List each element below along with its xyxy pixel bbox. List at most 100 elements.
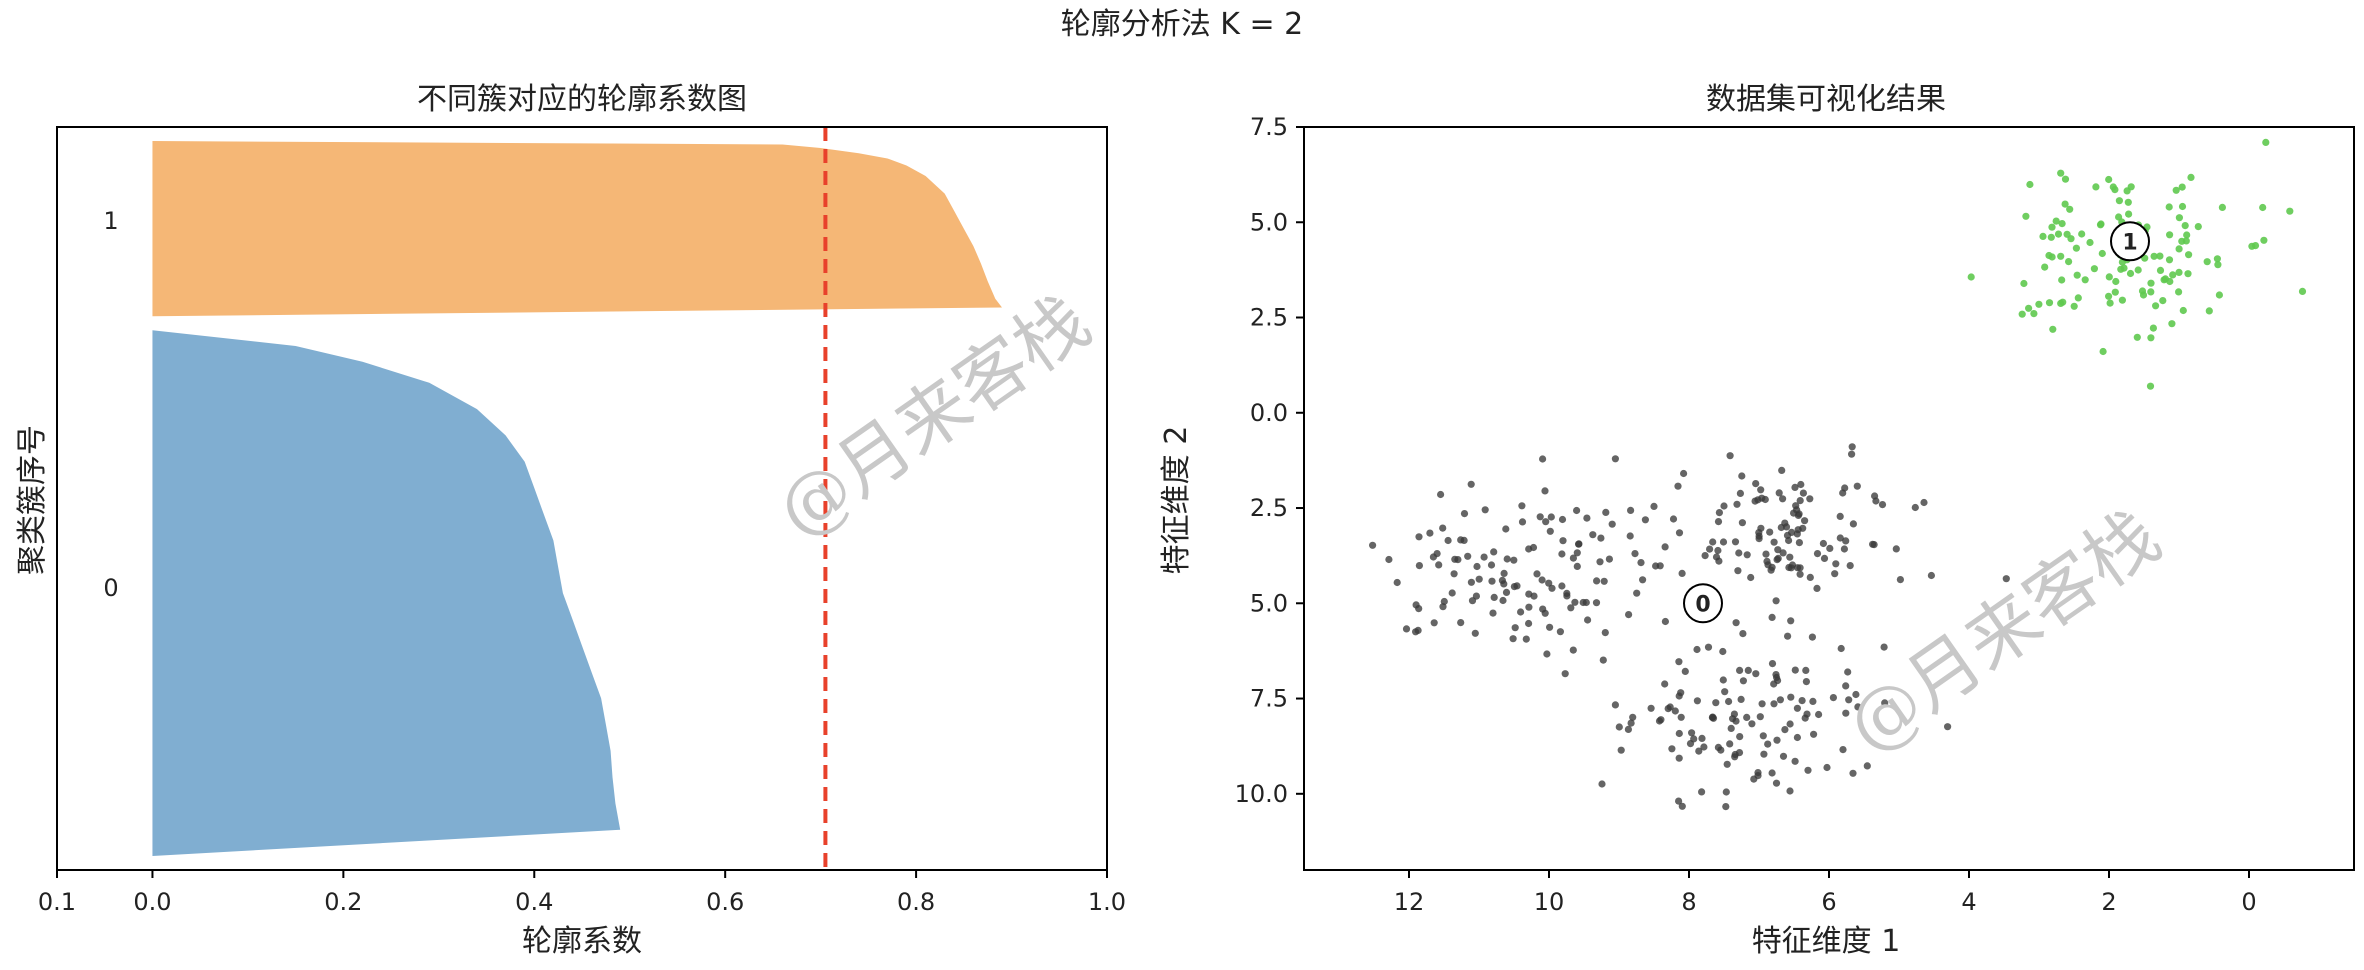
- scatter-point-cluster-1: [2047, 233, 2055, 241]
- scatter-point-cluster-0: [1813, 584, 1821, 593]
- scatter-point-cluster-0: [1695, 747, 1703, 755]
- scatter-point-cluster-0: [1739, 630, 1747, 638]
- scatter-point-cluster-0: [1503, 555, 1511, 563]
- scatter-point-cluster-1: [2045, 251, 2053, 260]
- silhouette-title: 不同簇对应的轮廓系数图: [417, 82, 747, 117]
- watermark-right: @月来客栈: [1832, 494, 2175, 769]
- scatter-point-cluster-0: [1513, 582, 1521, 590]
- scatter-point-cluster-1: [2213, 255, 2221, 263]
- scatter-point-cluster-0: [1747, 573, 1755, 582]
- scatter-point-cluster-1: [2039, 232, 2047, 240]
- scatter-point-cluster-0: [1809, 697, 1817, 706]
- scatter-point-cluster-1: [2105, 292, 2113, 300]
- scatter-point-cluster-0: [1772, 779, 1781, 787]
- scatter-point-cluster-1: [2048, 223, 2056, 231]
- scatter-point-cluster-0: [1791, 757, 1799, 765]
- scatter-point-cluster-1: [2178, 237, 2186, 245]
- scatter-point-cluster-0: [1920, 498, 1928, 507]
- scatter-point-cluster-1: [2147, 334, 2155, 342]
- silhouette-x-tick-label: 0.4: [515, 888, 553, 916]
- scatter-point-cluster-1: [2065, 258, 2073, 266]
- scatter-point-cluster-0: [1760, 750, 1768, 758]
- scatter-point-cluster-0: [1786, 787, 1794, 795]
- scatter-point-cluster-0: [1681, 667, 1689, 676]
- scatter-point-cluster-0: [1820, 554, 1829, 563]
- scatter-point-cluster-0: [1693, 645, 1701, 654]
- scatter-point-cluster-0: [1787, 617, 1795, 625]
- scatter-point-cluster-1: [2175, 245, 2183, 253]
- scatter-point-cluster-0: [1668, 745, 1676, 753]
- scatter-y-tick-label: 2.5: [1250, 494, 1288, 522]
- scatter-point-cluster-0: [1675, 729, 1683, 738]
- scatter-point-cluster-0: [1738, 519, 1746, 527]
- scatter-point-cluster-1: [2111, 288, 2119, 296]
- scatter-point-cluster-0: [1836, 534, 1844, 542]
- scatter-point-cluster-0: [1848, 450, 1856, 458]
- scatter-point-cluster-0: [1731, 538, 1740, 546]
- silhouette-x-tick-label: 0.0: [133, 888, 171, 916]
- scatter-point-cluster-0: [1826, 544, 1834, 553]
- silhouette-x-tick-label: 0.2: [324, 888, 362, 916]
- silhouette-axes-frame: [56, 126, 1108, 871]
- scatter-point-cluster-1: [2178, 183, 2186, 191]
- scatter-point-cluster-1: [2072, 244, 2080, 252]
- scatter-point-cluster-0: [1756, 713, 1764, 721]
- scatter-point-cluster-0: [1863, 762, 1871, 770]
- cluster-label-1: 1: [103, 207, 118, 235]
- silhouette-y-label: 聚类簇序号: [15, 425, 50, 575]
- scatter-x-tick-label: 12: [1394, 888, 1425, 916]
- scatter-point-cluster-0: [1719, 647, 1727, 656]
- scatter-point-cluster-0: [1633, 589, 1641, 597]
- scatter-point-cluster-1: [2147, 279, 2155, 287]
- scatter-point-cluster-1: [2058, 276, 2066, 284]
- scatter-point-cluster-0: [1808, 633, 1816, 641]
- scatter-point-cluster-0: [1502, 588, 1511, 597]
- silhouette-x-ticks: 0.1 0.0 0.2 0.4 0.6 0.8 1.0: [38, 870, 1126, 916]
- scatter-point-cluster-0: [1743, 713, 1751, 722]
- scatter-point-cluster-0: [1450, 570, 1458, 578]
- scatter-point-cluster-1: [2057, 252, 2065, 260]
- scatter-point-cluster-0: [1602, 508, 1610, 516]
- scatter-point-cluster-0: [1435, 561, 1443, 569]
- silhouette-x-tick-label: 0.8: [897, 888, 935, 916]
- scatter-point-cluster-0: [1693, 697, 1701, 705]
- scatter-point-cluster-0: [1878, 501, 1887, 509]
- scatter-point-cluster-0: [1719, 538, 1728, 546]
- scatter-point-cluster-1: [2179, 306, 2187, 315]
- scatter-point-cluster-0: [1700, 743, 1708, 751]
- figure-suptitle: 轮廓分析法 K = 2: [1061, 7, 1304, 42]
- scatter-point-cluster-1: [2262, 138, 2270, 146]
- scatter-point-cluster-1: [2194, 223, 2202, 231]
- scatter-point-cluster-0: [1627, 506, 1635, 514]
- cluster-center-0: 0: [1683, 583, 1723, 624]
- scatter-point-cluster-0: [1768, 563, 1776, 571]
- scatter-point-cluster-0: [1829, 694, 1837, 702]
- scatter-y-tick-label: 7.5: [1250, 113, 1288, 141]
- scatter-point-cluster-1: [2125, 210, 2133, 218]
- cluster-center-1: 1: [2110, 221, 2150, 262]
- scatter-point-cluster-0: [1726, 452, 1734, 460]
- scatter-point-cluster-0: [1837, 644, 1845, 653]
- scatter-point-cluster-0: [1719, 676, 1727, 684]
- scatter-point-cluster-0: [1735, 549, 1743, 557]
- scatter-point-cluster-1: [2086, 238, 2094, 247]
- scatter-point-cluster-1: [2057, 169, 2065, 177]
- scatter-point-cluster-0: [1471, 629, 1479, 637]
- scatter-point-cluster-0: [1739, 677, 1747, 685]
- scatter-point-cluster-0: [1772, 671, 1780, 679]
- scatter-point-cluster-0: [1806, 573, 1814, 582]
- scatter-point-cluster-0: [1755, 535, 1763, 543]
- scatter-point-cluster-1: [2124, 198, 2132, 206]
- scatter-point-cluster-0: [1717, 746, 1725, 754]
- scatter-point-cluster-0: [1678, 802, 1686, 810]
- scatter-point-cluster-0: [1804, 766, 1812, 774]
- silhouette-areas: [152, 141, 1003, 856]
- scatter-point-cluster-1: [2081, 276, 2089, 284]
- scatter-point-cluster-0: [1795, 539, 1803, 547]
- scatter-point-cluster-0: [1608, 520, 1616, 528]
- scatter-point-cluster-0: [1748, 720, 1756, 728]
- scatter-point-cluster-1: [2165, 256, 2174, 264]
- scatter-point-cluster-0: [1720, 502, 1728, 510]
- scatter-point-cluster-0: [1730, 710, 1738, 718]
- scatter-point-cluster-0: [1525, 545, 1533, 553]
